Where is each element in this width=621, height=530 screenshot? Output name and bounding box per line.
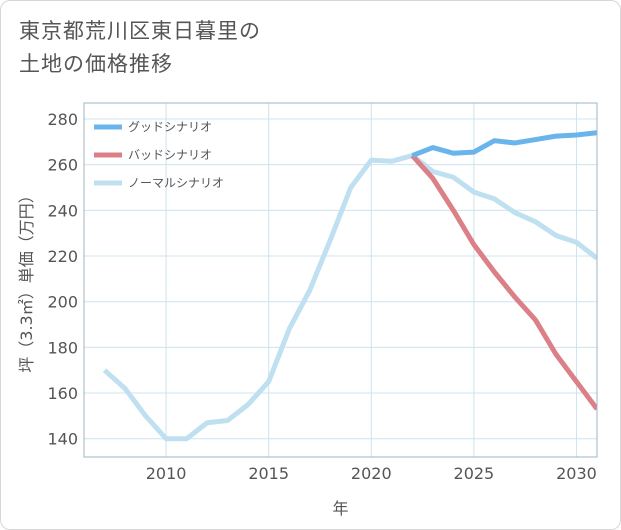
y-tick-label: 240 [47,201,78,220]
chart-title-line-2: 土地の価格推移 [19,52,173,76]
x-tick-label: 2020 [351,464,392,483]
x-tick-label: 2010 [146,464,187,483]
y-tick-label: 200 [47,293,78,312]
y-tick-labels: 140 160 180 200 220 240 260 280 [47,110,78,449]
series-lines [102,130,597,442]
legend-label: グッドシナリオ [128,120,212,134]
x-axis-label: 年 [332,499,348,518]
series-line-1 [410,153,597,411]
y-tick-label: 280 [47,110,78,129]
legend-label: ノーマルシナリオ [128,176,224,190]
chart-title: 東京都荒川区東日暮里の 土地の価格推移 [19,15,261,81]
x-tick-label: 2030 [556,464,597,483]
chart-title-line-1: 東京都荒川区東日暮里の [19,19,261,43]
x-tick-labels: 2010 2015 2020 2025 2030 [146,464,597,483]
plot-frame [83,102,598,458]
legend-label: バッドシナリオ [128,148,212,162]
y-tick-label: 220 [47,247,78,266]
x-tick-label: 2025 [454,464,495,483]
y-tick-label: 140 [47,430,78,449]
y-tick-label: 260 [47,156,78,175]
y-tick-label: 160 [47,384,78,403]
y-tick-label: 180 [47,338,78,357]
x-tick-label: 2015 [248,464,289,483]
series-line-2 [102,153,597,442]
y-axis-label: 坪（3.3㎡）単価（万円） [17,187,36,372]
series-line-0 [411,130,597,158]
